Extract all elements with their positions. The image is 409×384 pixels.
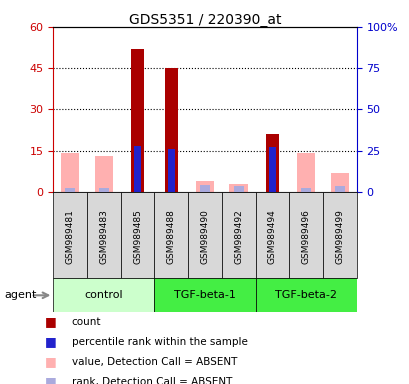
FancyBboxPatch shape (154, 192, 188, 278)
Bar (330, 173, 348, 192)
Text: control: control (84, 290, 123, 300)
Text: GSM989492: GSM989492 (234, 210, 243, 264)
Text: GSM989490: GSM989490 (200, 210, 209, 264)
Bar (296, 154, 315, 192)
Text: GSM989485: GSM989485 (133, 210, 142, 264)
FancyBboxPatch shape (322, 192, 356, 278)
Bar (200, 185, 209, 192)
Bar (168, 149, 174, 192)
Text: percentile rank within the sample: percentile rank within the sample (72, 337, 247, 347)
Text: TGF-beta-1: TGF-beta-1 (174, 290, 235, 300)
Text: ■: ■ (45, 315, 57, 328)
Text: GSM989494: GSM989494 (267, 210, 276, 264)
Bar (99, 188, 109, 192)
FancyBboxPatch shape (188, 192, 221, 278)
FancyBboxPatch shape (221, 192, 255, 278)
Text: GDS5351 / 220390_at: GDS5351 / 220390_at (128, 13, 281, 27)
FancyBboxPatch shape (53, 278, 154, 312)
Text: ■: ■ (45, 355, 57, 368)
Bar (268, 147, 275, 192)
Bar (195, 181, 214, 192)
Bar (334, 186, 344, 192)
FancyBboxPatch shape (255, 278, 356, 312)
Text: count: count (72, 317, 101, 327)
Text: GSM989481: GSM989481 (65, 210, 74, 264)
FancyBboxPatch shape (53, 192, 87, 278)
Bar (65, 188, 75, 192)
Text: TGF-beta-2: TGF-beta-2 (274, 290, 336, 300)
Text: value, Detection Call = ABSENT: value, Detection Call = ABSENT (72, 357, 236, 367)
Bar (130, 49, 144, 192)
Bar (265, 134, 279, 192)
Bar (164, 68, 178, 192)
Text: ■: ■ (45, 375, 57, 384)
Text: GSM989499: GSM989499 (335, 210, 344, 264)
Text: ■: ■ (45, 335, 57, 348)
FancyBboxPatch shape (289, 192, 322, 278)
FancyBboxPatch shape (120, 192, 154, 278)
FancyBboxPatch shape (255, 192, 289, 278)
Bar (233, 186, 243, 192)
Text: rank, Detection Call = ABSENT: rank, Detection Call = ABSENT (72, 377, 231, 384)
Text: GSM989496: GSM989496 (301, 210, 310, 264)
Bar (229, 184, 247, 192)
Bar (134, 146, 141, 192)
Bar (300, 188, 310, 192)
Text: GSM989488: GSM989488 (166, 210, 175, 264)
FancyBboxPatch shape (154, 278, 255, 312)
Text: GSM989483: GSM989483 (99, 210, 108, 264)
Bar (94, 156, 113, 192)
Bar (61, 154, 79, 192)
Text: agent: agent (4, 290, 36, 300)
FancyBboxPatch shape (87, 192, 120, 278)
